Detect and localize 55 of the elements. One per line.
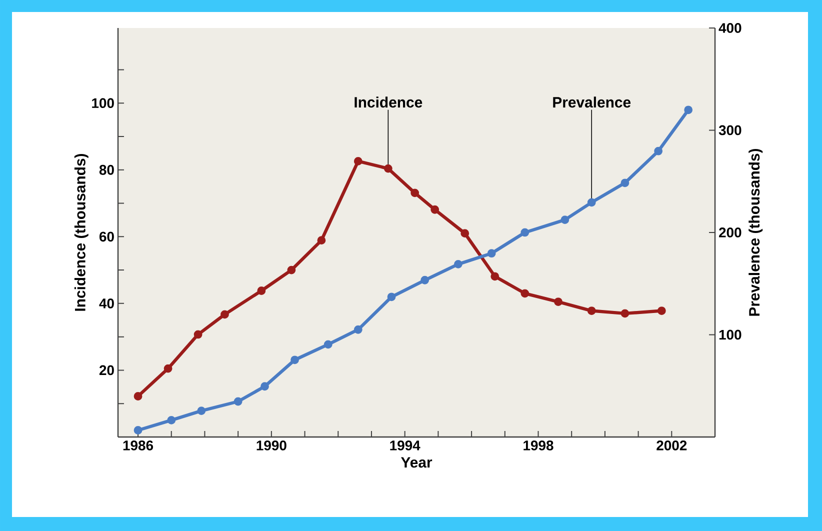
point (164, 364, 172, 373)
y2-tick-label: 400 (718, 23, 742, 33)
point (620, 309, 630, 318)
point (684, 106, 693, 114)
point (587, 306, 596, 315)
text: Incidence (354, 96, 422, 108)
y-tick-label: 40 (99, 298, 114, 308)
point (387, 292, 396, 302)
point (420, 276, 430, 284)
point (194, 330, 202, 339)
point (560, 216, 570, 224)
point (287, 266, 296, 274)
point (520, 289, 530, 298)
y2-axis-title: Prevalence (thousands) (748, 148, 763, 316)
point (260, 382, 269, 391)
point (410, 188, 420, 198)
point (384, 164, 392, 173)
x-tick-label: 2002 (656, 440, 687, 450)
point (234, 397, 242, 406)
point (167, 416, 176, 424)
point (430, 205, 440, 214)
point (197, 406, 206, 416)
y-tick-label: 60 (99, 232, 114, 242)
point (220, 310, 229, 319)
y-tick-label: 20 (99, 365, 114, 376)
point (654, 146, 663, 156)
point (487, 249, 496, 258)
x-tick-label: 1986 (123, 440, 154, 450)
y2-tick-label: 300 (718, 125, 742, 136)
point (257, 286, 266, 295)
point (454, 260, 462, 268)
x-tick-label: 1990 (256, 440, 286, 450)
y-axis-title: Incidence (thousands) (74, 154, 88, 311)
point (460, 229, 470, 238)
x-axis-title: Year (400, 457, 432, 468)
point (354, 325, 362, 334)
point (134, 392, 142, 400)
point (354, 157, 362, 166)
x-tick-label: 1998 (524, 440, 554, 450)
point (554, 298, 562, 306)
point (520, 228, 530, 237)
point (324, 340, 332, 349)
text: Prevalence (553, 96, 631, 108)
y2-tick-label: 200 (719, 228, 742, 238)
point (134, 426, 142, 434)
point (587, 198, 596, 207)
point (620, 178, 630, 188)
point (657, 306, 666, 315)
x-tick-label: 1994 (390, 440, 420, 450)
point (490, 272, 500, 281)
point (317, 236, 326, 245)
y2-tick-label: 100 (719, 330, 742, 340)
point (290, 356, 299, 364)
y-tick-label: 80 (99, 164, 114, 175)
y-tick-label: 100 (92, 98, 114, 108)
